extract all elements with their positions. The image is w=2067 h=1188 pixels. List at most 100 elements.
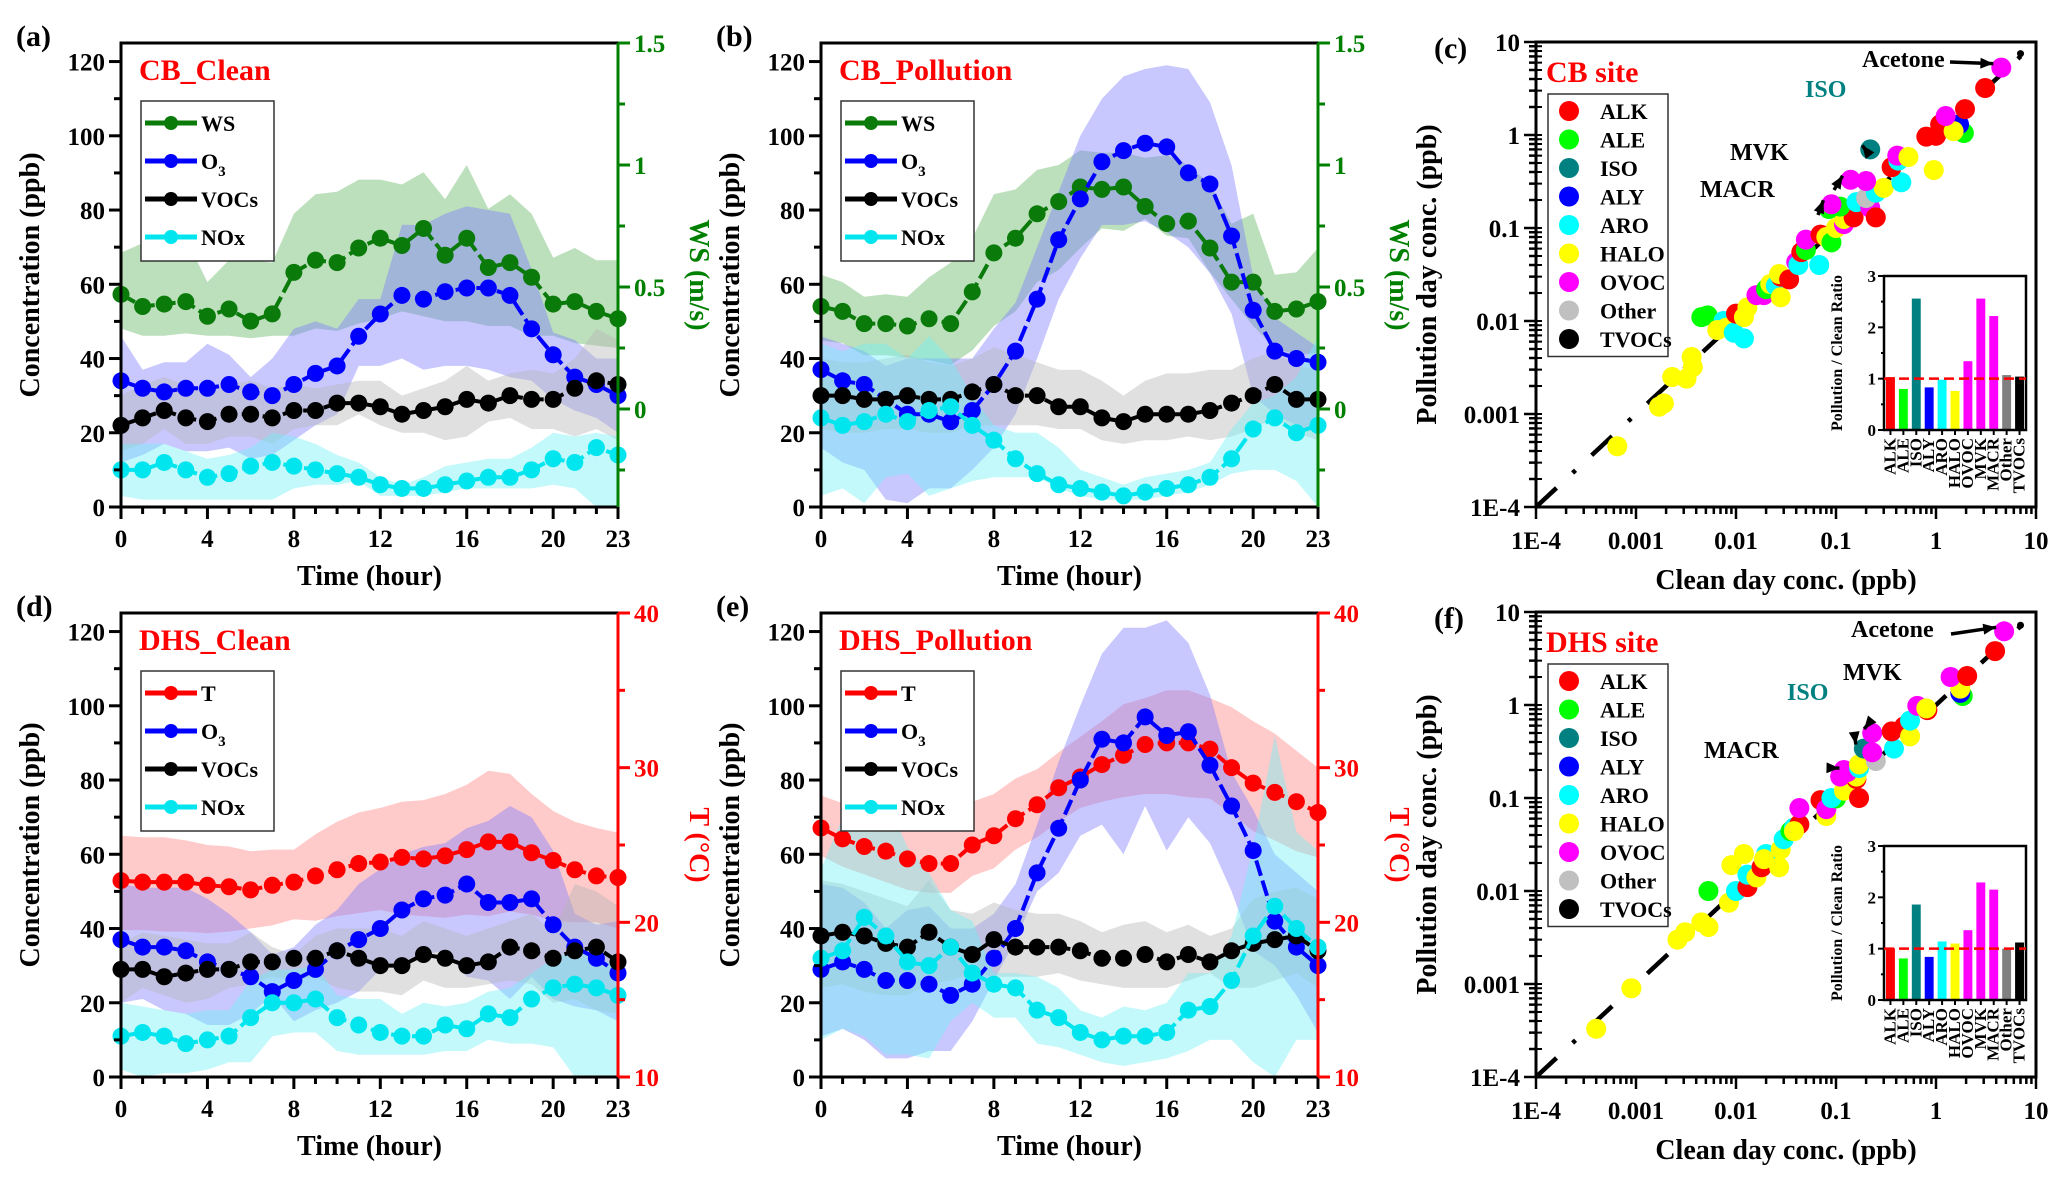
marker-o3 <box>1006 342 1024 360</box>
panel-label: (c) <box>1434 32 1467 65</box>
marker-vocs <box>920 923 938 941</box>
marker-nox <box>587 439 605 457</box>
marker-vocs <box>1179 405 1197 423</box>
annotation-iso: ISO <box>1787 680 1828 706</box>
x-tick-label: 12 <box>1068 526 1093 553</box>
x-tick-label: 1E-4 <box>1511 528 1562 555</box>
marker-o3 <box>523 320 541 338</box>
inset-x-tick-label: HALO <box>1945 1008 1964 1058</box>
marker-o3 <box>1136 708 1154 726</box>
point-aro <box>1733 328 1754 349</box>
legend-swatch-marker <box>164 154 178 168</box>
marker-t <box>458 841 476 859</box>
marker-t <box>306 867 324 885</box>
x-tick-label: 16 <box>454 1096 479 1123</box>
inset-bar-macr <box>1989 316 1999 430</box>
panel-title: CB_Pollution <box>839 54 1013 87</box>
point-halo <box>1943 121 1964 142</box>
marker-nox <box>134 461 152 479</box>
marker-vocs <box>1028 387 1046 405</box>
y-tick-label: 0.01 <box>1476 309 1520 336</box>
inset-x-tick-label: ARO <box>1932 438 1951 476</box>
marker-nox <box>501 1009 519 1027</box>
marker-vocs <box>1115 949 1133 967</box>
y-tick-label: 40 <box>80 917 105 944</box>
marker-o3 <box>1223 227 1241 245</box>
marker-nox <box>1093 483 1111 501</box>
inset-bar-iso <box>1911 904 1921 1000</box>
marker-vocs <box>963 383 981 401</box>
marker-vocs <box>436 398 454 416</box>
marker-ws <box>523 268 541 286</box>
legend-label: TVOCs <box>1600 897 1672 922</box>
y-tick-label: 120 <box>68 50 106 77</box>
point-alk <box>1843 207 1864 228</box>
marker-vocs <box>350 394 368 412</box>
y-tick-label: 40 <box>780 347 805 374</box>
arrow-head-icon <box>1813 200 1825 215</box>
panel-title: CB_Clean <box>139 54 271 87</box>
marker-vocs <box>1158 953 1176 971</box>
marker-ws <box>963 283 981 301</box>
marker-nox <box>898 953 916 971</box>
marker-o3 <box>242 383 260 401</box>
marker-ws <box>1136 197 1154 215</box>
inset-x-tick-label: ALY <box>1919 1008 1938 1042</box>
point-halo <box>1770 287 1791 308</box>
marker-vocs <box>458 957 476 975</box>
y-tick-label: 120 <box>768 620 806 647</box>
marker-t <box>877 842 895 860</box>
legend-label: ISO <box>1600 156 1638 181</box>
panel-a: 0 4 8 12 16 20 23 0 20 40 60 80 100 120 0 0.5 1 1.5 Time (… <box>15 20 714 592</box>
marker-nox <box>1006 450 1024 468</box>
marker-o3 <box>544 346 562 364</box>
point-halo <box>1621 978 1642 999</box>
point-ovoc <box>1940 667 1961 688</box>
legend-marker-aro <box>1559 215 1579 235</box>
marker-nox <box>834 942 852 960</box>
marker-o3 <box>1179 723 1197 741</box>
marker-nox <box>393 479 411 497</box>
inset-bar-ale <box>1898 958 1908 1000</box>
legend-marker-tvocs <box>1559 899 1579 919</box>
x-tick-label: 10 <box>2024 1098 2049 1125</box>
panel-f: 1E-4 0.001 0.01 0.1 1 101E-40.0010.010.1110Cl… <box>1412 600 2049 1166</box>
marker-o3 <box>177 379 195 397</box>
plot-frame <box>1534 610 2038 1079</box>
marker-o3 <box>898 971 916 989</box>
marker-vocs <box>263 409 281 427</box>
arrow-head-icon <box>1826 762 1840 774</box>
marker-vocs <box>328 394 346 412</box>
marker-ws <box>898 317 916 335</box>
inset-x-tick-label: Other <box>1997 1008 2016 1052</box>
marker-nox <box>1179 476 1197 494</box>
marker-nox <box>1223 971 1241 989</box>
marker-ws <box>436 246 454 264</box>
marker-nox <box>479 468 497 486</box>
marker-vocs <box>328 942 346 960</box>
y2-tick-label: 1.5 <box>1334 31 1365 58</box>
inset-y-tick-label: 2 <box>1868 318 1877 337</box>
marker-vocs <box>544 390 562 408</box>
annotation-iso: ISO <box>1805 77 1846 103</box>
subscript: 3 <box>918 734 926 750</box>
marker-nox <box>877 405 895 423</box>
y-tick-label: 0.1 <box>1489 786 1520 813</box>
y-tick-label: 100 <box>68 124 106 151</box>
marker-vocs <box>1201 953 1219 971</box>
marker-ws <box>1006 229 1024 247</box>
marker-vocs <box>587 372 605 390</box>
arrow-head-icon <box>1980 57 1994 69</box>
marker-nox <box>1201 468 1219 486</box>
annotation-acetone: Acetone <box>1851 617 1934 643</box>
marker-nox <box>1266 897 1284 915</box>
legend-label: ARO <box>1600 783 1649 808</box>
marker-o3 <box>155 938 173 956</box>
marker-nox <box>306 990 324 1008</box>
marker-nox <box>566 453 584 471</box>
band-ws <box>821 150 1318 366</box>
marker-o3 <box>306 364 324 382</box>
marker-t <box>350 855 368 873</box>
band-vocs <box>821 880 1318 996</box>
